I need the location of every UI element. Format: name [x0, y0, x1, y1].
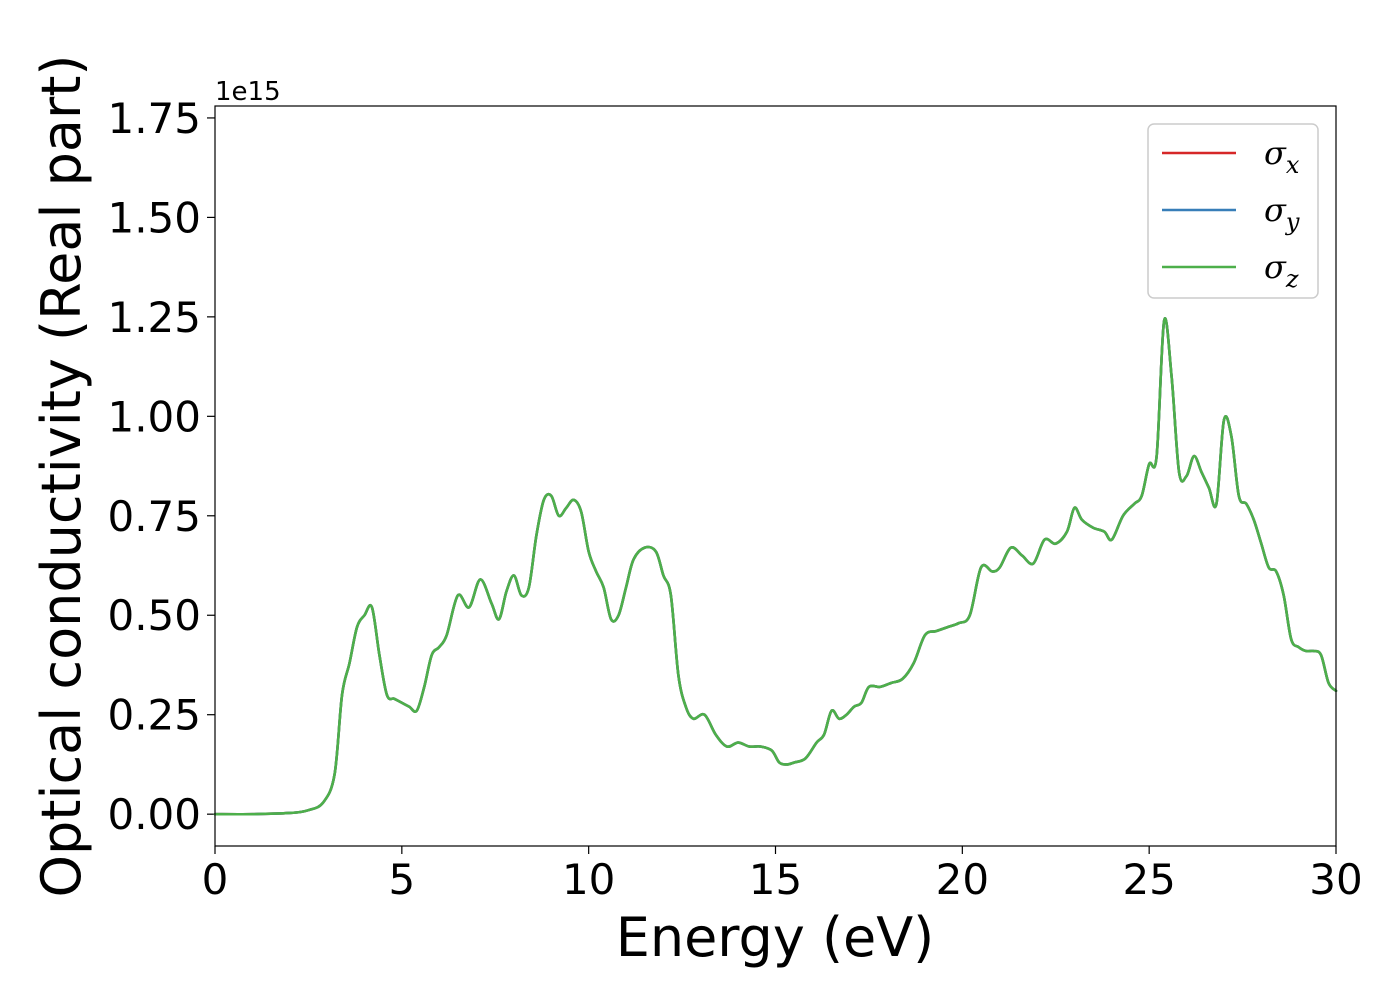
y-tick-label: 1.25: [107, 293, 201, 342]
x-tick-label: 5: [388, 855, 415, 904]
y-tick-label: 0.50: [107, 591, 201, 640]
x-tick-label: 15: [749, 855, 802, 904]
legend-label-sigma-z: σz: [1264, 248, 1299, 293]
legend: σx σy σz: [1147, 123, 1319, 299]
y-tick-label: 0.75: [107, 492, 201, 541]
x-tick-label: 25: [1122, 855, 1175, 904]
x-tick-label: 20: [936, 855, 989, 904]
y-tick-label: 1.00: [107, 392, 201, 441]
y-axis-label: Optical conductivity (Real part): [30, 55, 93, 898]
x-axis: 0 5 10 15 20 25 30: [202, 846, 1363, 904]
y-tick-label: 1.75: [107, 94, 201, 143]
y-tick-label: 0.25: [107, 691, 201, 740]
y-axis: 0.00 0.25 0.50 0.75 1.00 1.25 1.50 1.75: [107, 94, 215, 839]
x-axis-label: Energy (eV): [616, 906, 935, 969]
legend-label-sigma-y: σy: [1264, 191, 1300, 236]
y-offset-label: 1e15: [215, 77, 281, 107]
axes-frame: [214, 105, 1337, 847]
y-tick-label: 0.00: [107, 790, 201, 839]
series-line-sigma-z: [213, 317, 1338, 816]
x-tick-label: 30: [1309, 855, 1362, 904]
legend-label-sigma-x: σx: [1264, 134, 1300, 179]
x-tick-label: 10: [562, 855, 615, 904]
series-lines: [213, 317, 1338, 816]
y-tick-label: 1.50: [107, 193, 201, 242]
x-tick-label: 0: [202, 855, 229, 904]
